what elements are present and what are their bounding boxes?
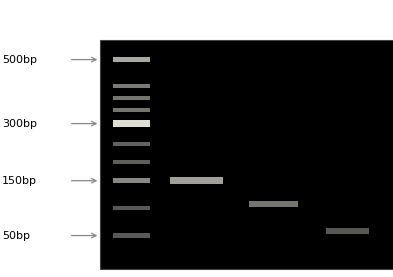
Text: 500bp: 500bp	[2, 55, 37, 65]
Bar	[113, 142, 151, 146]
Bar	[113, 160, 151, 165]
Bar	[113, 178, 151, 183]
Text: 150bp: 150bp	[2, 176, 37, 186]
Bar	[170, 177, 223, 184]
Bar	[100, 40, 393, 269]
Text: 300bp: 300bp	[2, 119, 37, 129]
Bar	[113, 234, 151, 238]
Bar	[249, 201, 298, 207]
Text: 50bp: 50bp	[2, 230, 30, 240]
Bar	[113, 120, 151, 127]
Bar	[113, 57, 151, 62]
Bar	[113, 108, 151, 112]
Bar	[113, 84, 151, 88]
Bar	[326, 228, 369, 234]
Bar	[113, 96, 151, 101]
Bar	[113, 206, 151, 210]
